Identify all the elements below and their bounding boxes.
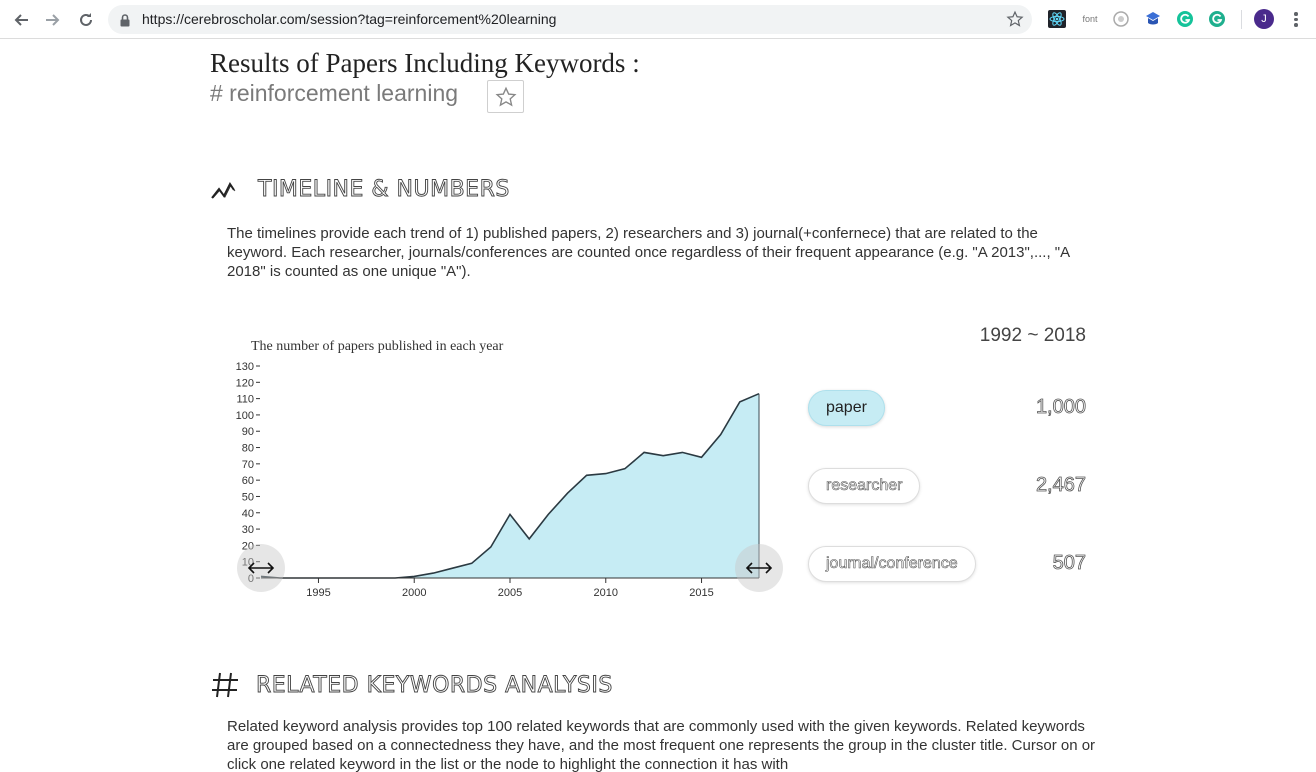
browser-menu-icon[interactable] [1289, 10, 1303, 30]
back-arrow-icon [14, 14, 28, 26]
chart-ytick-label: 130 [236, 361, 254, 373]
browser-toolbar: https://cerebroscholar.com/session?tag=r… [0, 0, 1316, 39]
chart-ytick-label: 0 [248, 573, 254, 585]
chart-ytick-label: 110 [236, 394, 254, 406]
related-keywords-heading: RELATED KEYWORDS ANALYSIS [210, 671, 613, 699]
year-range: 1992 ~ 2018 [979, 325, 1086, 346]
chart-svg: The number of papers published in each y… [236, 339, 783, 599]
chart-ytick-label: 40 [242, 508, 254, 520]
chart-title: The number of papers published in each y… [251, 339, 504, 354]
stat-pill-researcher[interactable]: researcher [808, 468, 921, 504]
chart-ytick-label: 80 [242, 443, 254, 455]
chart-xtick-label: 2005 [498, 587, 522, 599]
hash-icon [212, 672, 238, 698]
brush-handle-left[interactable] [237, 544, 285, 592]
reload-button[interactable] [74, 8, 98, 32]
forward-button[interactable] [41, 8, 65, 32]
react-devtools-icon[interactable] [1048, 10, 1066, 28]
chart-ytick-label: 20 [242, 540, 254, 552]
bookmark-star-icon[interactable] [1006, 10, 1024, 32]
font-extension-icon[interactable]: font [1082, 14, 1098, 24]
url-text: https://cerebroscholar.com/session?tag=r… [142, 11, 557, 27]
double-arrow-icon [745, 562, 773, 574]
chart-ytick-label: 120 [236, 377, 254, 389]
chart-ytick-label: 60 [242, 475, 254, 487]
stat-value-paper: 1,000 [1035, 396, 1087, 419]
chart-xtick-label: 2010 [594, 587, 618, 599]
address-bar[interactable]: https://cerebroscholar.com/session?tag=r… [108, 5, 1032, 34]
timeline-heading: TIMELINE & NUMBERS [210, 177, 510, 202]
star-outline-icon [494, 86, 517, 106]
forward-arrow-icon [46, 14, 60, 26]
stat-value-journal-conference: 507 [1052, 552, 1086, 575]
brush-handle-right[interactable] [735, 544, 783, 592]
chart-xtick-label: 2015 [689, 587, 713, 599]
grammarly-alt-icon[interactable] [1208, 10, 1226, 28]
chart-ytick-label: 50 [242, 491, 254, 503]
stat-pill-paper[interactable]: paper [808, 390, 885, 426]
chart-ytick-label: 70 [242, 459, 254, 471]
related-keywords-heading-text: RELATED KEYWORDS ANALYSIS [256, 672, 613, 698]
chart-xtick-label: 2000 [402, 587, 426, 599]
toolbar-divider [1241, 10, 1242, 29]
cap-icon[interactable] [1144, 10, 1162, 28]
keyword-tag: # reinforcement learning [210, 80, 459, 106]
related-keywords-description: Related keyword analysis provides top 10… [227, 718, 1096, 772]
lock-icon [120, 12, 130, 31]
back-button[interactable] [9, 8, 33, 32]
chart-ytick-label: 100 [236, 410, 254, 422]
double-arrow-icon [247, 562, 275, 574]
stat-pill-journal-conference[interactable]: journal/conference [808, 546, 976, 582]
chart-ytick-label: 90 [242, 426, 254, 438]
trend-line-icon [211, 181, 236, 199]
stat-value-researcher: 2,467 [1035, 474, 1087, 497]
grammarly-icon[interactable] [1176, 10, 1194, 28]
profile-avatar[interactable]: J [1254, 9, 1274, 29]
timeline-description: The timelines provide each trend of 1) p… [227, 225, 1070, 280]
results-title: Results of Papers Including Keywords : [210, 48, 640, 78]
timeline-heading-text: TIMELINE & NUMBERS [258, 177, 510, 203]
chart-xtick-label: 1995 [306, 587, 330, 599]
papers-per-year-chart: The number of papers published in each y… [215, 330, 805, 610]
reload-icon [80, 13, 92, 26]
recorder-icon[interactable] [1112, 10, 1130, 28]
chart-ytick-label: 30 [242, 524, 254, 536]
chart-area-series-papers [261, 393, 759, 578]
favorite-button[interactable] [487, 80, 524, 113]
